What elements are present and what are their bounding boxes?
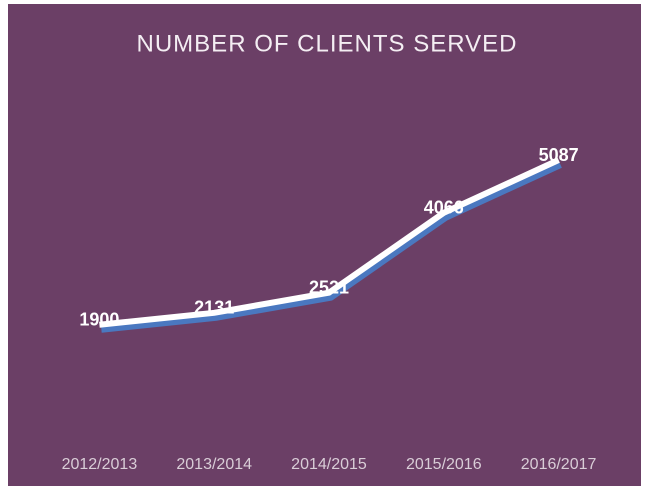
line	[99, 157, 560, 328]
data-label: 2131	[194, 298, 234, 318]
plot-background	[8, 4, 641, 486]
data-label: 5087	[539, 145, 579, 165]
data-label: 2521	[309, 277, 349, 297]
data-label: 1900	[79, 310, 119, 330]
x-tick-label: 2012/2013	[62, 456, 138, 473]
line-shadow	[101, 162, 562, 333]
x-tick-label: 2013/2014	[176, 456, 252, 473]
x-tick-label: 2014/2015	[291, 456, 367, 473]
data-label: 4066	[424, 198, 464, 218]
x-tick-label: 2015/2016	[406, 456, 482, 473]
chart-title: NUMBER OF CLIENTS SERVED	[137, 30, 518, 57]
x-tick-label: 2016/2017	[521, 456, 597, 473]
